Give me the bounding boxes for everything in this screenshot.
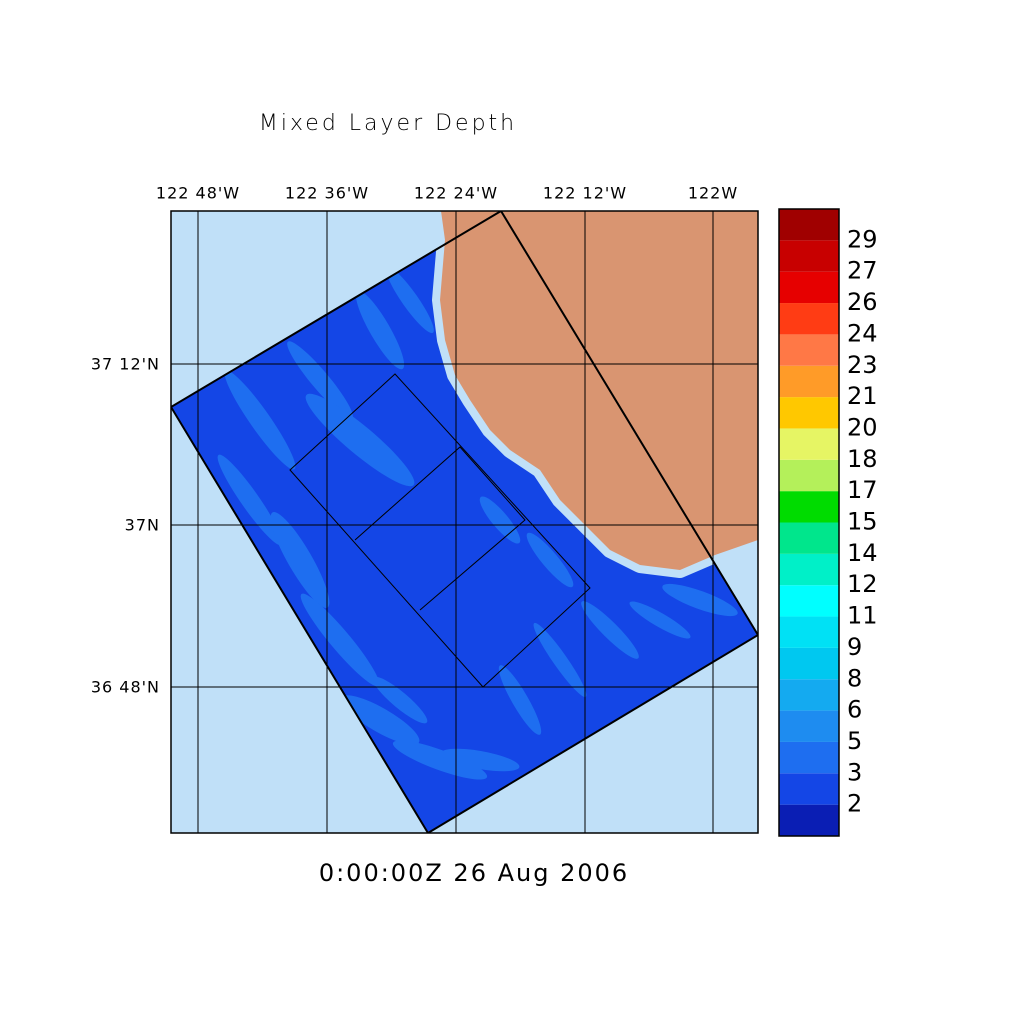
colorbar-box [779,647,839,680]
colorbar-box [779,553,839,586]
colorbar-label: 20 [847,413,878,441]
colorbar-box [779,303,839,335]
colorbar-box [779,585,839,617]
colorbar-label: 11 [847,602,878,630]
lat-label: 37 12'N [91,355,160,374]
colorbar-box [779,459,839,492]
colorbar-label: 5 [847,727,862,755]
land [432,211,758,578]
colorbar-label: 8 [847,664,862,692]
colorbar-label: 3 [847,758,862,786]
colorbar-label: 9 [847,633,862,661]
colorbar-box [779,741,839,774]
colorbar-box [779,334,839,366]
colorbar-box [779,271,839,304]
colorbar-label: 12 [847,570,878,598]
lon-label: 122 48'W [156,184,240,203]
colorbar-label: 2 [847,790,862,818]
colorbar-label: 18 [847,445,878,473]
map [171,211,758,833]
title: Mixed Layer Depth [259,111,517,136]
timestamp: 0:00:00Z 26 Aug 2006 [319,859,629,887]
plot-frame [170,210,759,834]
colorbar-box [779,522,839,554]
colorbar-box [779,491,839,523]
colorbar-box [779,804,839,836]
lon-label: 122 36'W [285,184,369,203]
colorbar-box [779,773,839,805]
lon-label: 122W [688,184,738,203]
colorbar-label: 14 [847,539,878,567]
colorbar-box [779,240,839,272]
colorbar-label: 23 [847,351,878,379]
lat-label: 37N [125,516,160,535]
colorbar-box [779,209,839,241]
colorbar-label: 6 [847,696,862,724]
lon-label: 122 24'W [414,184,498,203]
lat-label: 36 48'N [91,678,160,697]
colorbar-box [779,428,839,460]
subdomain-outline [289,373,591,688]
colorbar-label: 26 [847,288,878,316]
colorbar-label: 21 [847,382,878,410]
grid [171,211,758,833]
colorbar-label: 27 [847,257,878,285]
colorbar-label: 24 [847,319,878,347]
colorbar-box [779,710,839,742]
colorbar-box [779,365,839,398]
colorbar-box [779,397,839,429]
colorbar-label: 17 [847,476,878,504]
field-patterns [217,266,738,780]
colorbar-label: 29 [847,225,878,253]
colorbar-box [779,616,839,648]
colorbar-label: 15 [847,508,878,536]
colorbar-box [779,679,839,711]
domain-outline [171,211,758,833]
colorbar-frame [778,208,840,837]
lon-label: 122 12'W [543,184,627,203]
